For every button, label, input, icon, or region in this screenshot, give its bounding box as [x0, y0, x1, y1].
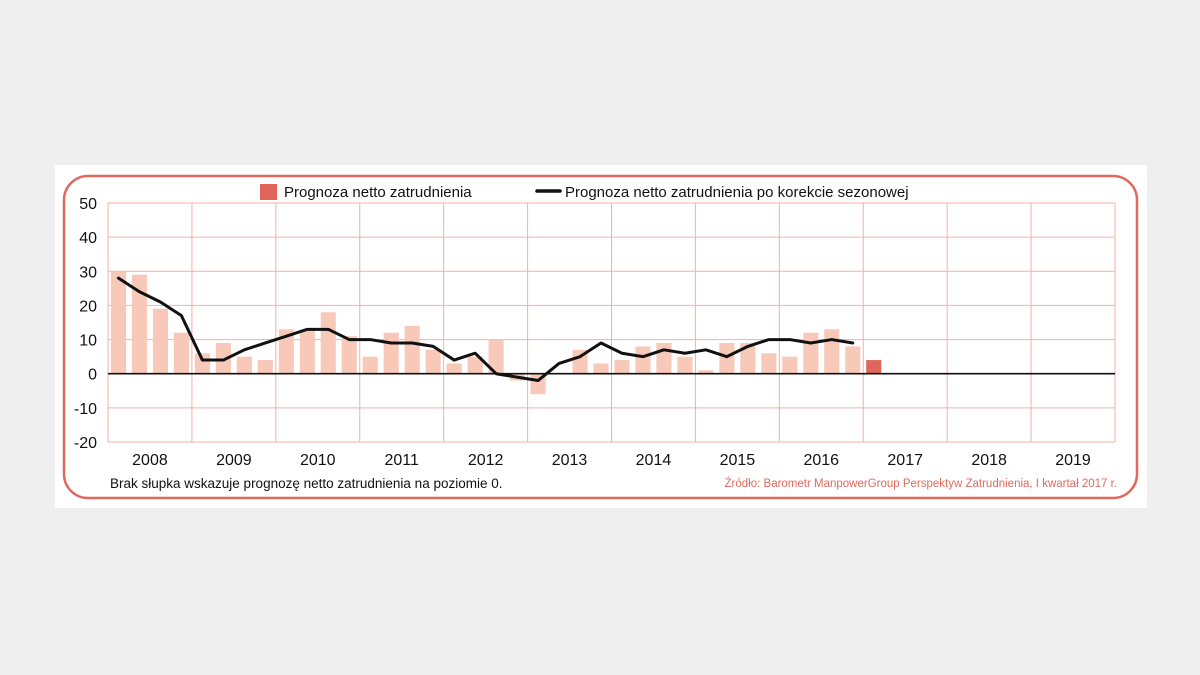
y-tick-label: -20 — [74, 435, 97, 452]
bars — [110, 271, 882, 395]
bar — [446, 363, 462, 374]
bar — [614, 360, 630, 374]
bar — [782, 356, 798, 374]
y-tick-label: 10 — [79, 333, 97, 350]
bar — [845, 346, 861, 374]
bar — [320, 312, 336, 374]
footnote-note: Brak słupka wskazuje prognozę netto zatr… — [110, 476, 503, 491]
x-tick-label: 2011 — [385, 452, 420, 469]
bar — [761, 353, 777, 374]
y-tick-label: 40 — [79, 230, 97, 247]
bar — [110, 271, 127, 374]
bar — [488, 339, 504, 374]
bar — [719, 342, 735, 374]
bar — [824, 329, 840, 374]
bar — [194, 353, 210, 374]
bar — [803, 332, 819, 374]
bar — [404, 325, 420, 374]
y-axis-ticks: 50 40 30 20 10 0 -10 -20 — [74, 196, 97, 452]
seasonally-adjusted-line — [116, 276, 855, 383]
bar — [656, 342, 672, 374]
x-tick-label: 2018 — [971, 452, 1007, 469]
x-tick-label: 2016 — [803, 452, 839, 469]
legend-bar-swatch — [260, 184, 277, 200]
bar — [152, 308, 169, 374]
bar — [677, 356, 693, 374]
bar — [257, 360, 273, 374]
bar — [278, 329, 294, 374]
bar — [383, 332, 399, 374]
bar — [131, 274, 148, 374]
chart-frame — [62, 174, 1139, 500]
x-tick-label: 2015 — [720, 452, 756, 469]
bar — [236, 356, 252, 374]
bar — [635, 346, 651, 374]
bar — [740, 342, 756, 374]
legend-bar-label: Prognoza netto zatrudnienia — [284, 184, 472, 201]
x-tick-label: 2017 — [887, 452, 923, 469]
bar — [698, 370, 714, 374]
bar — [362, 356, 378, 374]
x-tick-label: 2014 — [636, 452, 672, 469]
bar — [215, 342, 231, 374]
chart-card: 50 40 30 20 10 0 -10 -20 2008 2009 2010 2011 2012 20… — [55, 165, 1147, 508]
grid — [107, 202, 1116, 443]
bar — [341, 336, 357, 374]
bar — [425, 349, 441, 374]
x-tick-label: 2008 — [132, 452, 168, 469]
bar — [173, 332, 189, 374]
x-tick-label: 2010 — [300, 452, 336, 469]
x-tick-label: 2009 — [216, 452, 252, 469]
legend: Prognoza netto zatrudnienia Prognoza net… — [260, 184, 909, 201]
footnote-source: Źródło: Barometr ManpowerGroup Perspekty… — [724, 478, 1117, 490]
y-tick-label: -10 — [74, 401, 97, 418]
x-tick-label: 2012 — [468, 452, 504, 469]
x-tick-label: 2019 — [1055, 452, 1091, 469]
x-tick-label: 2013 — [552, 452, 588, 469]
y-tick-label: 20 — [79, 298, 97, 315]
legend-line-label: Prognoza netto zatrudnienia po korekcie … — [565, 184, 909, 201]
bar — [593, 363, 609, 374]
y-tick-label: 50 — [79, 196, 97, 213]
y-tick-label: 30 — [79, 264, 97, 281]
bar — [467, 356, 483, 374]
y-tick-label: 0 — [88, 367, 97, 384]
bar-latest — [866, 360, 882, 374]
bar — [299, 329, 315, 374]
x-axis-ticks: 2008 2009 2010 2011 2012 2013 2014 2015 2016 2017… — [132, 452, 1091, 469]
